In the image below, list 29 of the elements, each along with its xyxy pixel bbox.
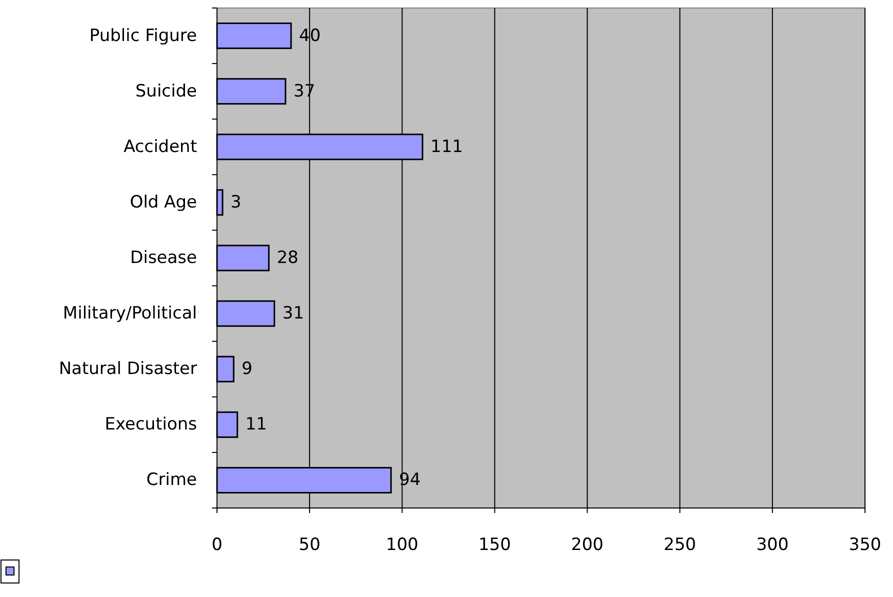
bar <box>216 411 238 438</box>
y-tick-label: Accident <box>124 136 198 157</box>
y-tick-label: Disease <box>130 248 197 268</box>
bar <box>216 244 270 272</box>
x-tick-label: 350 <box>848 535 882 555</box>
y-tick-label: Old Age <box>130 192 197 212</box>
y-tick-label: Suicide <box>135 81 197 102</box>
y-tick-label: Military/Political <box>62 304 197 324</box>
data-label: 3 <box>230 192 242 212</box>
y-tick-label: Crime <box>146 470 197 490</box>
bar <box>216 300 276 327</box>
x-tick-label: 50 <box>298 535 320 555</box>
bar <box>216 356 234 382</box>
x-tick-label: 0 <box>212 535 222 555</box>
data-label: 11 <box>245 414 268 435</box>
x-tick-label: 150 <box>478 535 511 555</box>
data-label: 9 <box>242 359 252 380</box>
y-tick-label: Natural Disaster <box>58 359 198 380</box>
bar <box>216 22 292 50</box>
data-label: 28 <box>276 248 298 268</box>
data-label: 111 <box>430 136 463 157</box>
y-tick-label: Executions <box>104 414 198 435</box>
x-tick-label: 100 <box>386 535 418 555</box>
x-tick-label: 200 <box>571 535 604 555</box>
bar <box>216 78 286 105</box>
x-tick-label: 250 <box>664 535 696 555</box>
data-label: 31 <box>282 304 304 324</box>
x-tick-label: 300 <box>756 535 789 555</box>
y-tick-label: Public Figure <box>89 26 197 46</box>
